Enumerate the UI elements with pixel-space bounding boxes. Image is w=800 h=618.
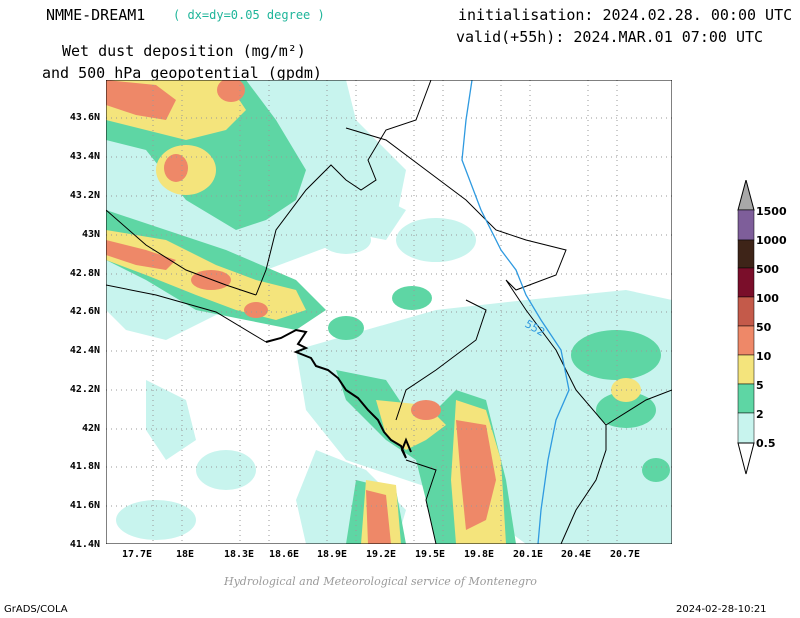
colorbar-label: 5 [756, 379, 764, 392]
lon-label: 18.6E [268, 549, 300, 560]
map-title-line1: Wet dust deposition (mg/m²) [62, 42, 306, 60]
lon-label: 18.9E [316, 549, 348, 560]
colorbar-segment [737, 296, 755, 327]
colorbar-label: 100 [756, 292, 779, 305]
valid-time: valid(+55h): 2024.MAR.01 07:00 UTC [456, 28, 764, 46]
colorbar-segment [737, 209, 755, 241]
lon-label: 18.3E [223, 549, 255, 560]
colorbar-label: 10 [756, 350, 772, 363]
colorbar [737, 180, 755, 475]
lon-label: 19.8E [463, 549, 495, 560]
lon-label: 20.4E [560, 549, 592, 560]
colorbar-label: 2 [756, 408, 764, 421]
country-borders [106, 80, 672, 544]
lat-label: 43.2N [69, 190, 100, 201]
lat-label: 42.8N [69, 268, 100, 279]
colorbar-segment [737, 412, 755, 444]
colorbar-label: 0.5 [756, 437, 776, 450]
colorbar-label: 1000 [756, 234, 787, 247]
lat-label: 41.6N [69, 500, 100, 511]
lat-label: 42.6N [69, 306, 100, 317]
lon-label: 19.2E [365, 549, 397, 560]
geopotential-contour-552 [461, 80, 570, 544]
lat-label: 43.6N [69, 112, 100, 123]
lat-label: 43N [81, 229, 100, 240]
lon-label: 20.7E [609, 549, 641, 560]
colorbar-segment [737, 354, 755, 385]
colorbar-label: 500 [756, 263, 779, 276]
lon-label: 18E [175, 549, 195, 560]
colorbar-label: 50 [756, 321, 772, 334]
colorbar-segment [737, 239, 755, 269]
colorbar-segment [737, 325, 755, 356]
lat-label: 42.2N [69, 384, 100, 395]
colorbar-segment [737, 267, 755, 298]
credit-line: Hydrological and Meteorological service … [224, 575, 537, 588]
lon-label: 17.7E [121, 549, 153, 560]
software-label: GrADS/COLA [4, 604, 68, 615]
lat-label: 43.4N [69, 151, 100, 162]
coastline [265, 328, 412, 459]
generation-timestamp: 2024-02-28-10:21 [676, 604, 767, 615]
lon-label: 20.1E [512, 549, 544, 560]
model-name: NMME-DREAM1 [46, 6, 146, 24]
colorbar-label: 1500 [756, 205, 787, 218]
map-title-line2: and 500 hPa geopotential (gpdm) [42, 64, 322, 82]
deposition-field-10 [106, 80, 496, 544]
lat-label: 42N [81, 423, 100, 434]
colorbar-bottom-arrow [737, 442, 755, 475]
initialisation-time: initialisation: 2024.02.28. 00:00 UTC [458, 6, 793, 24]
map-panel: 552 [106, 80, 672, 544]
resolution-label: ( dx=dy=0.05 degree ) [173, 8, 325, 22]
colorbar-top-arrow [737, 180, 755, 211]
lat-label: 41.4N [69, 539, 100, 550]
lat-label: 41.8N [69, 461, 100, 472]
lon-label: 19.5E [414, 549, 446, 560]
lat-label: 42.4N [69, 345, 100, 356]
colorbar-segment [737, 383, 755, 414]
